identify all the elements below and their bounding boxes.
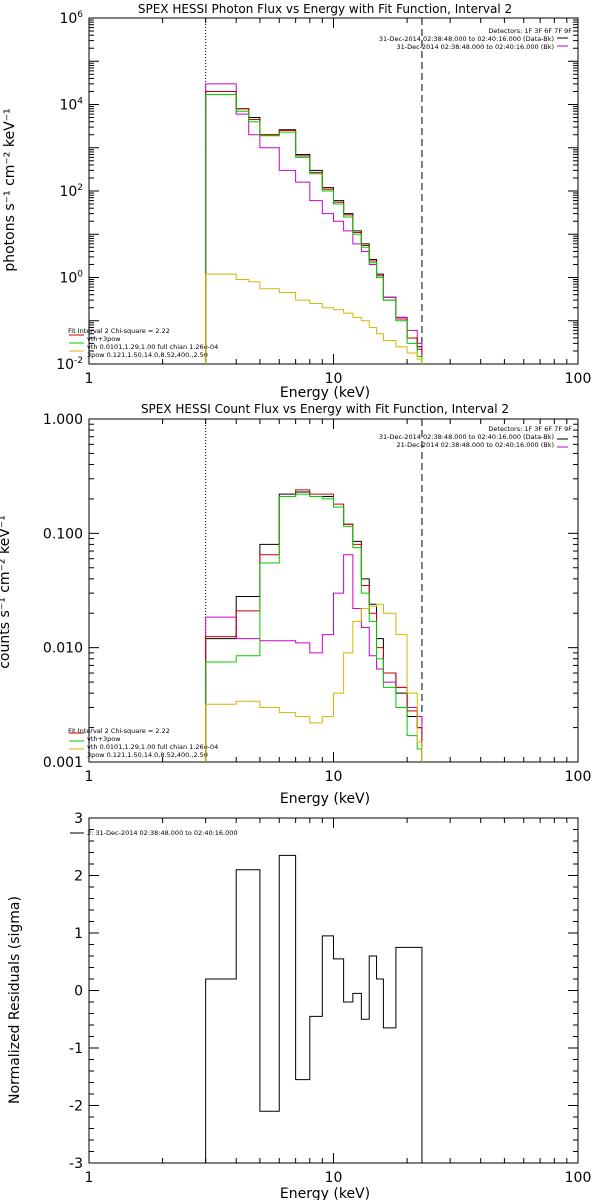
resid-y-tick-label: -3 (69, 1156, 83, 1172)
count-y-tick-label: 0.001 (43, 755, 83, 771)
photon-y-axis-label: photons s⁻¹ cm⁻² keV⁻¹ (2, 108, 18, 271)
resid-plot-frame (88, 817, 579, 1164)
resid-y-tick-label: 2 (74, 869, 83, 885)
count-y-tick-label: 0.100 (43, 526, 83, 542)
resid-y-tick-label: -2 (69, 1099, 83, 1115)
photon-x-tick-label: 10 (325, 371, 343, 387)
photon-fit-legend-title: Fit Interval 2 Chi-square = 2.22 (68, 327, 170, 335)
count-chart-title: SPEX HESSI Count Flux vs Energy with Fit… (141, 402, 509, 416)
photon-detectors-label: Detectors: 1F 3F 6F 7F 9F (488, 27, 572, 35)
count-y-tick-label: 1.000 (43, 412, 83, 428)
photon-x-tick-label: 1 (85, 371, 94, 387)
photon-series-1-step-line (205, 83, 423, 364)
count-flux-panel: SPEX HESSI Count Flux vs Energy with Fit… (0, 402, 591, 807)
resid-y-tick-label: 3 (74, 811, 83, 827)
photon-fit-legend-total: vth+3pow (87, 335, 121, 343)
count-x-tick-label: 100 (565, 769, 592, 785)
photon-fit-legend-vth: vth 0.0101,1.29,1.00 full chian 1.26e-04 (87, 343, 218, 351)
photon-time-legend-bk: 31-Dec-2014 02:38:48.000 to 02:40:16.000… (397, 43, 555, 51)
resid-series-0-step-line (205, 854, 423, 1163)
resid-y-axis-label: Normalized Residuals (sigma) (7, 896, 23, 1104)
resid-x-axis-label: Energy (keV) (280, 1186, 370, 1200)
count-x-tick-label: 1 (85, 769, 94, 785)
photon-y-tick-label: 100 (59, 270, 83, 287)
photon-flux-panel: SPEX HESSI Photon Flux vs Energy with Fi… (2, 2, 591, 401)
resid-x-tick-label: 10 (325, 1170, 343, 1186)
count-series-4-step-line (205, 603, 423, 762)
count-series-0-step-line (205, 491, 423, 762)
count-y-tick-label: 0.010 (43, 641, 83, 657)
resid-y-tick-label: -1 (69, 1041, 83, 1057)
photon-y-tick-label: 10-2 (56, 356, 83, 373)
count-fit-legend-vth: vth 0.0101,1.29,1.00 full chian 1.26e-04 (87, 743, 218, 751)
count-fit-legend-title: Fit Interval 2 Chi-square = 2.22 (68, 727, 170, 735)
photon-series-4-step-line (205, 273, 423, 364)
photon-time-legend-data: 31-Dec-2014 02:38:48.000 to 02:40:16.000… (379, 35, 554, 43)
count-series-2-step-line (205, 489, 423, 762)
count-fit-legend-total: vth+3pow (87, 735, 121, 743)
count-series-1-step-line (205, 554, 423, 762)
resid-y-tick-label: 0 (74, 984, 83, 1000)
photon-y-tick-label: 104 (59, 97, 83, 114)
resid-y-tick-label: 1 (74, 926, 83, 942)
count-y-axis-label: counts s⁻¹ cm⁻² keV⁻¹ (0, 515, 13, 669)
resid-legend-label: 2: 31-Dec-2014 02:38:48.000 to 02:40:16.… (87, 829, 238, 837)
residuals-panel: Energy (keV) Normalized Residuals (sigma… (7, 811, 591, 1200)
photon-series-0-step-line (205, 90, 423, 364)
photon-series-2-step-line (205, 90, 423, 364)
count-series-3-step-line (205, 493, 423, 762)
resid-x-tick-label: 100 (565, 1170, 592, 1186)
count-fit-legend-3pow: 3pow 0.121,1.50,14.0,8.52,400.,2.50 (87, 751, 208, 759)
count-time-legend-data: 31-Dec-2014 02:38:48.000 to 02:40:16.000… (379, 433, 554, 441)
count-time-legend-bk: 21-Dec-2014 02:38:48.000 to 02:40:16.000… (397, 441, 555, 449)
photon-x-tick-label: 100 (565, 371, 592, 387)
photon-y-tick-label: 106 (59, 10, 83, 27)
photon-series-3-step-line (205, 94, 423, 364)
photon-chart-title: SPEX HESSI Photon Flux vs Energy with Fi… (138, 2, 512, 16)
count-detectors-label: Detectors: 1F 3F 6F 7F 9F (488, 425, 572, 433)
resid-x-tick-label: 1 (85, 1170, 94, 1186)
count-x-axis-label: Energy (keV) (280, 791, 370, 807)
photon-y-tick-label: 102 (59, 183, 83, 200)
photon-x-axis-label: Energy (keV) (280, 385, 370, 401)
photon-fit-legend-3pow: 3pow 0.121,1.50,14.0,8.52,400.,2.50 (87, 351, 208, 359)
count-x-tick-label: 10 (325, 769, 343, 785)
